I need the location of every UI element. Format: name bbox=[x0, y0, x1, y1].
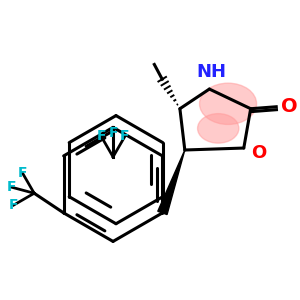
Ellipse shape bbox=[198, 114, 239, 143]
Text: O: O bbox=[281, 97, 298, 116]
Text: O: O bbox=[251, 144, 266, 162]
Text: F: F bbox=[108, 126, 118, 140]
Text: NH: NH bbox=[196, 63, 226, 81]
Text: F: F bbox=[97, 129, 106, 143]
Text: F: F bbox=[18, 166, 27, 180]
Ellipse shape bbox=[200, 83, 256, 124]
Text: F: F bbox=[7, 180, 16, 194]
Text: F: F bbox=[120, 129, 130, 143]
Text: F: F bbox=[9, 198, 19, 212]
Polygon shape bbox=[158, 150, 185, 214]
